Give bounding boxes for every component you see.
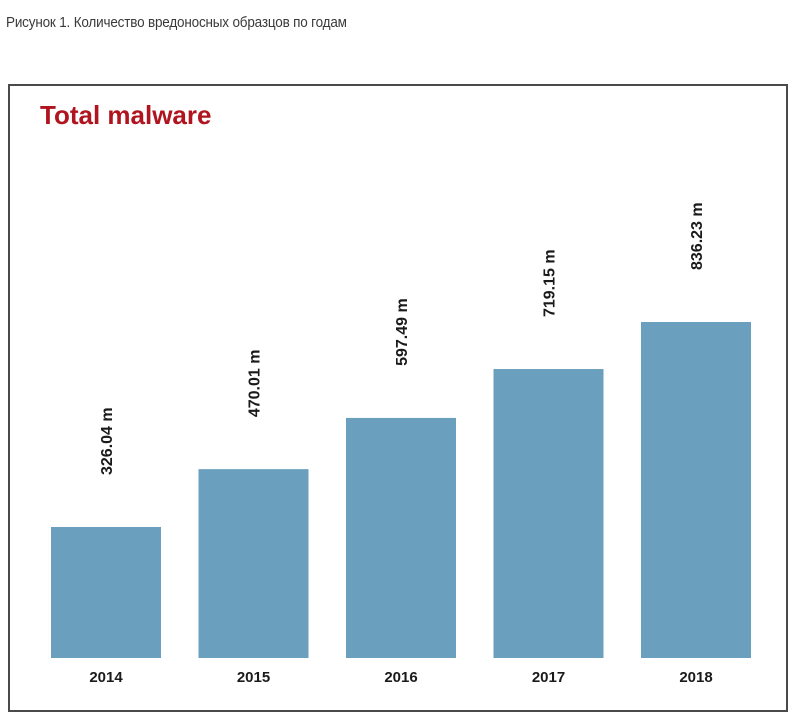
data-label-2015: 470.01 m	[247, 350, 264, 418]
x-tick-labels: 2014 2015 2016 2017 2018	[89, 669, 712, 686]
x-tick-label: 2018	[679, 669, 712, 686]
data-labels: 326.04 m 470.01 m 597.49 m 719.15 m 836.23 m	[99, 202, 706, 475]
bar-2015	[198, 469, 309, 658]
x-tick-label: 2016	[384, 669, 417, 686]
data-label-2016: 597.49 m	[394, 298, 411, 366]
data-label-2018: 836.23 m	[689, 202, 706, 270]
x-tick-label: 2017	[532, 669, 565, 686]
bar-2018	[641, 322, 751, 658]
bar-2017	[493, 369, 604, 658]
bars-group	[51, 322, 751, 658]
chart-title: Total malware	[40, 100, 211, 130]
bar-2014	[51, 526, 161, 658]
x-tick-label: 2014	[89, 669, 123, 686]
figure-caption: Рисунок 1. Количество вредоносных образц…	[6, 14, 347, 31]
chart-frame: Total malware 2014 2015 2016 2017 2018 326.0…	[8, 84, 788, 712]
bar-chart: Total malware 2014 2015 2016 2017 2018 326.0…	[40, 100, 751, 686]
x-tick-label: 2015	[237, 669, 270, 686]
bar-2016	[346, 417, 456, 658]
data-label-2014: 326.04 m	[99, 407, 116, 475]
data-label-2017: 719.15 m	[542, 249, 559, 317]
